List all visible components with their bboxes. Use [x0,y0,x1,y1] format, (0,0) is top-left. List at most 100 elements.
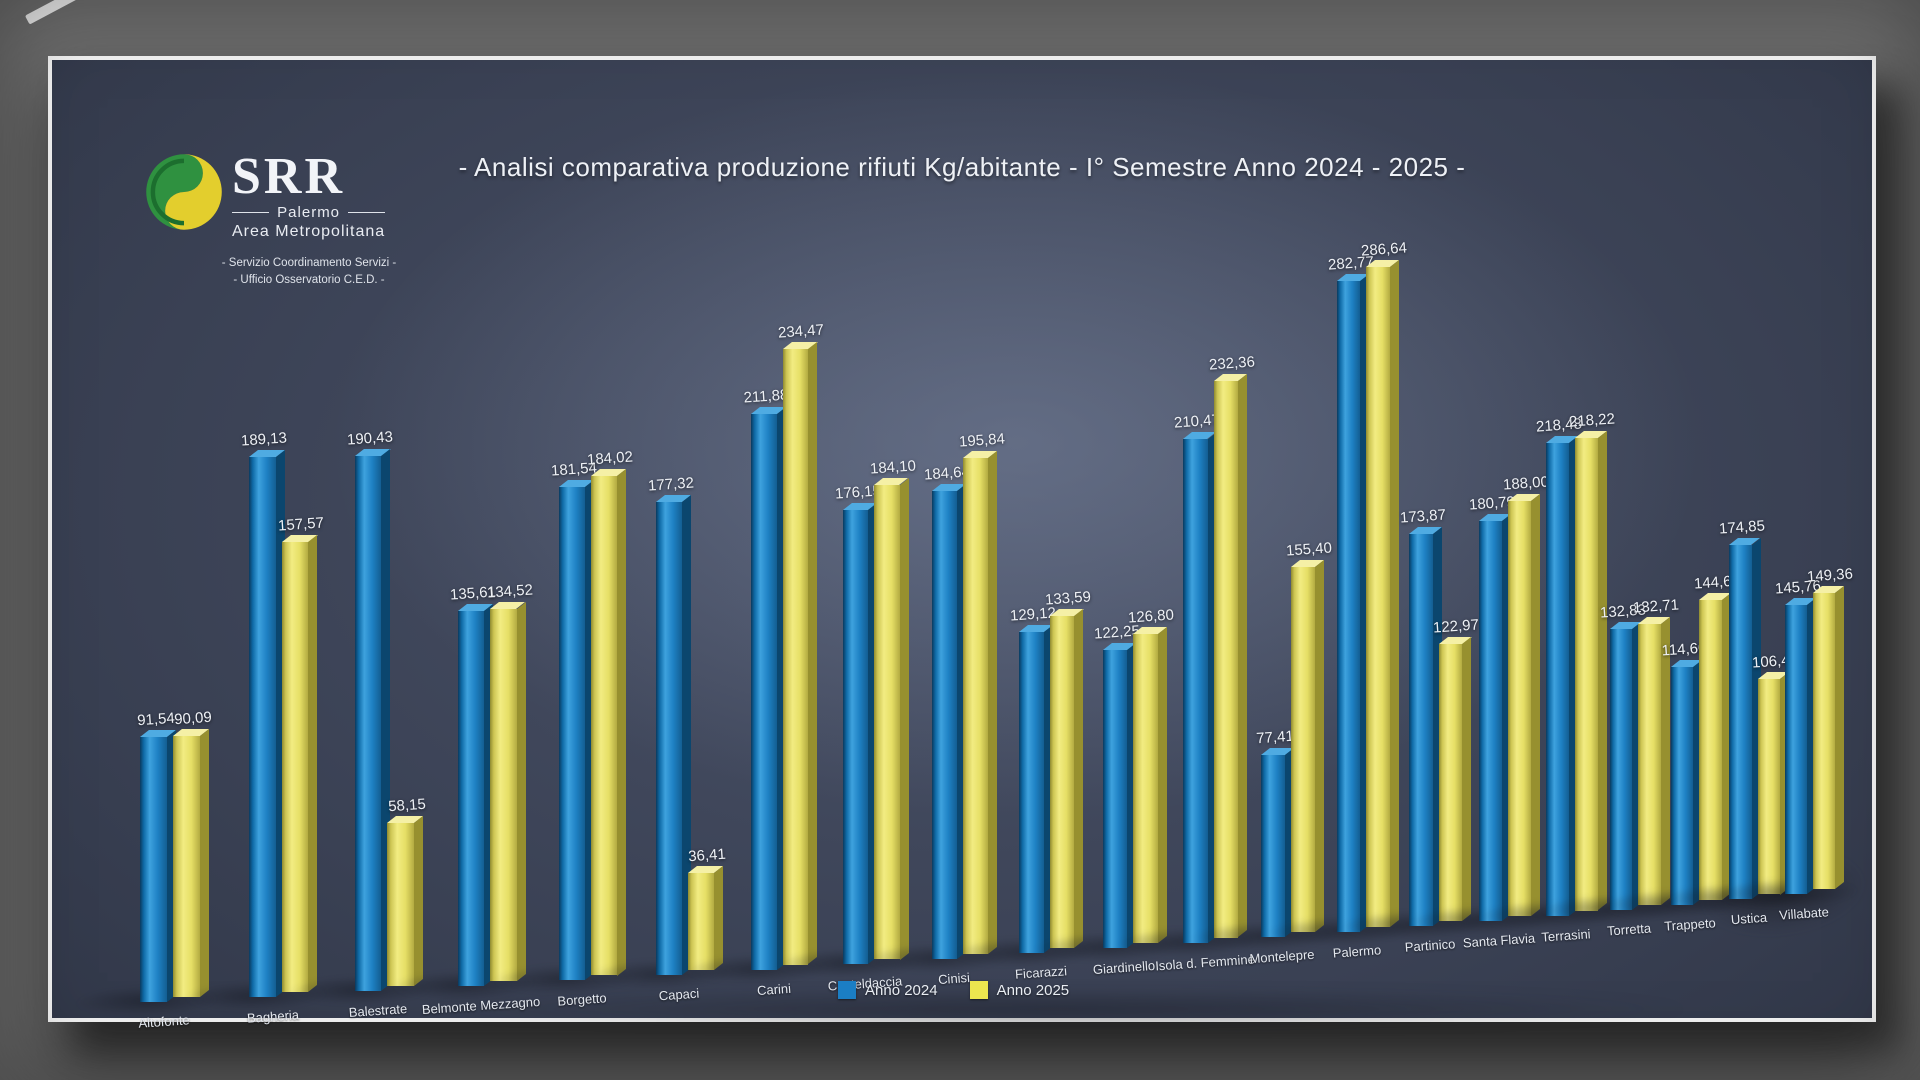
value-label-2025: 286,64 [1360,239,1408,260]
bar-anno-2024 [558,480,594,981]
bar-anno-2024-face [1785,605,1807,894]
bar-anno-2025 [1574,431,1607,911]
bar-anno-2025-face [1638,624,1662,906]
bar-anno-2025-face [1074,609,1084,949]
bar-anno-2024 [248,449,285,997]
value-label-2025: 218,22 [1568,410,1616,431]
value-label-2025: 232,36 [1208,353,1256,374]
value-label-2025: 134,52 [486,581,533,602]
bar-anno-2025-face [413,815,423,987]
bar-anno-2024-face [751,413,777,970]
bar-anno-2024 [843,503,878,965]
bar-anno-2025 [1291,560,1325,933]
bar-anno-2025-face [1366,266,1391,927]
legend-label-2024: Anno 2024 [865,981,938,999]
bar-anno-2024-face [458,611,485,986]
bar-anno-2024 [932,484,967,959]
logo-service-lines: - Servizio Coordinamento Servizi - - Uff… [144,255,474,289]
bar-anno-2024 [1261,748,1295,938]
value-label-2025: 149,36 [1806,565,1854,586]
bar-anno-2024-face [1609,628,1633,911]
bar-anno-2025 [1638,617,1671,906]
legend-label-2025: Anno 2025 [996,981,1070,999]
bar-anno-2024-face [656,501,682,975]
bar-anno-2024 [1729,538,1761,900]
bar-anno-2025 [963,450,998,954]
logo-rule-left [232,212,270,213]
chart-legend: Anno 2024 Anno 2025 [838,981,1069,999]
srr-logo-icon [146,154,222,230]
bar-anno-2024 [1018,625,1053,954]
bar-anno-2025-face [899,477,909,960]
bar-anno-2025-face [387,822,414,987]
value-label-2025: 36,41 [687,845,727,866]
legend-swatch-2025 [969,981,988,999]
bar-anno-2025 [387,815,423,987]
bar-anno-2025-face [200,728,209,997]
bar-anno-2024 [1409,527,1442,927]
bar-anno-2024-face [1183,438,1208,943]
value-label-2025: 90,09 [173,708,212,729]
bar-anno-2024-face [1261,755,1286,938]
bar-anno-2025 [1757,671,1789,895]
value-label-2025: 184,02 [586,448,634,469]
bar-anno-2025-face [1438,643,1463,922]
bar-anno-2024-face [1729,545,1752,900]
bar-anno-2024-face [558,487,585,981]
bar-anno-2025 [1213,374,1247,938]
bar-anno-2024-face [248,456,276,997]
bar-anno-2024-face [140,736,167,1002]
bar-anno-2025 [1366,259,1400,927]
value-label-2025: 126,80 [1127,606,1175,627]
bar-anno-2025 [1438,636,1472,922]
bar-anno-2025-face [874,484,900,960]
logo-acronym: SRR [232,148,346,205]
bar-anno-2025-face [1315,560,1325,933]
value-label-2024: 177,32 [647,473,695,495]
value-label-2024: 174,85 [1718,517,1766,538]
bar-anno-2025-face [1291,567,1316,933]
bar-anno-2025-face [1213,381,1238,938]
bar-anno-2025 [1508,493,1541,916]
bar-anno-2025-face [1531,493,1541,916]
bar-anno-2025-face [1133,633,1158,943]
bar-anno-2025-face [1574,438,1598,911]
bar-anno-2025-face [963,457,989,954]
bar-anno-2024 [1545,435,1578,916]
value-label-2025: 234,47 [777,321,825,342]
bar-anno-2024 [1478,514,1511,921]
value-label-2024: 173,87 [1399,506,1447,527]
bar-anno-2025 [590,468,626,976]
bar-anno-2024 [354,449,391,992]
legend-item-2024: Anno 2024 [838,981,938,999]
logo-region-row: Palermo [232,204,386,221]
bar-anno-2025 [1699,593,1731,900]
bar-anno-2024-face [354,456,382,992]
bar-anno-2025-face [281,541,309,992]
value-label-2024: 190,43 [346,428,394,450]
bar-anno-2024-face [1478,521,1502,921]
bar-anno-2024 [140,729,176,1002]
bar-anno-2024 [1785,598,1816,894]
bar-anno-2025 [874,477,909,960]
bar-anno-2025-face [490,609,517,981]
bar-anno-2025-face [1049,616,1075,949]
bar-anno-2024-face [1102,649,1127,948]
bar-anno-2025-face [173,735,200,997]
bar-anno-2024-face [1670,667,1694,905]
bar-anno-2025 [281,534,318,992]
bar-anno-2025-face [1757,678,1780,895]
legend-swatch-2024 [838,981,856,999]
value-label-2025: 155,40 [1285,539,1333,560]
bar-anno-2024-face [932,491,958,959]
value-label-2025: 58,15 [387,795,426,816]
bar-anno-2025-face [1813,593,1835,889]
chart-title: - Analisi comparativa produzione rifiuti… [458,152,1466,182]
bar-anno-2025 [1813,586,1844,889]
bar-anno-2025-face [308,534,318,992]
bar-anno-2025 [1133,626,1167,943]
bar-anno-2025-face [1661,617,1671,906]
bar-anno-2025-face [1237,374,1247,938]
